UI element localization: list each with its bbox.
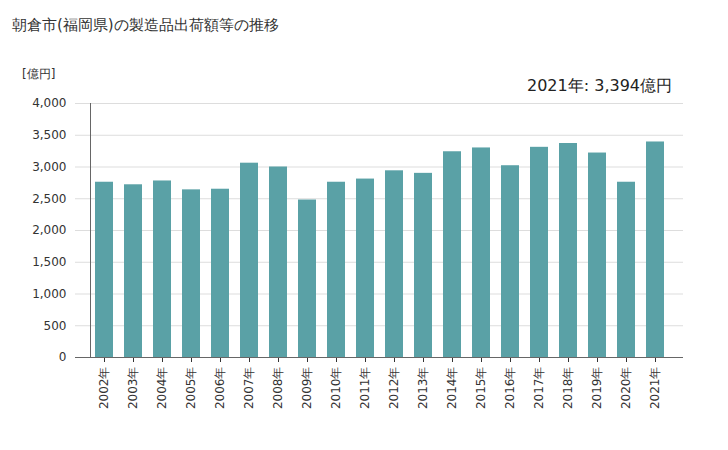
svg-text:2008年: 2008年 — [271, 367, 285, 410]
svg-text:4,000: 4,000 — [32, 96, 66, 110]
svg-text:2003年: 2003年 — [126, 367, 140, 410]
svg-text:2007年: 2007年 — [242, 367, 256, 410]
svg-text:2012年: 2012年 — [387, 367, 401, 410]
svg-text:2,000: 2,000 — [32, 223, 66, 237]
svg-text:2010年: 2010年 — [329, 367, 343, 410]
svg-text:0: 0 — [59, 350, 67, 364]
svg-text:2014年: 2014年 — [445, 367, 459, 410]
svg-text:2006年: 2006年 — [213, 367, 227, 410]
svg-text:2019年: 2019年 — [590, 367, 604, 410]
html-text:[億円]: [億円] — [22, 67, 56, 81]
svg-text:1,500: 1,500 — [32, 255, 66, 269]
svg-text:2005年: 2005年 — [184, 367, 198, 410]
svg-text:500: 500 — [44, 319, 67, 333]
svg-text:2018年: 2018年 — [561, 367, 575, 410]
svg-text:3,000: 3,000 — [32, 160, 66, 174]
svg-text:2002年: 2002年 — [97, 367, 111, 410]
svg-text:2016年: 2016年 — [503, 367, 517, 410]
svg-text:2004年: 2004年 — [155, 367, 169, 410]
svg-text:2021年: 2021年 — [648, 367, 662, 410]
svg-text:2020年: 2020年 — [619, 367, 633, 410]
html-text:2021年: 3,394億円: 2021年: 3,394億円 — [527, 76, 672, 95]
svg-text:2017年: 2017年 — [532, 367, 546, 410]
svg-text:3,500: 3,500 — [32, 128, 66, 142]
svg-text:2015年: 2015年 — [474, 367, 488, 410]
html-text:朝倉市(福岡県)の製造品出荷額等の推移: 朝倉市(福岡県)の製造品出荷額等の推移 — [12, 16, 279, 34]
svg-text:1,000: 1,000 — [32, 287, 66, 301]
svg-text:2013年: 2013年 — [416, 367, 430, 410]
svg-text:2009年: 2009年 — [300, 367, 314, 410]
svg-text:2011年: 2011年 — [358, 367, 372, 410]
svg-text:2,500: 2,500 — [32, 192, 66, 206]
